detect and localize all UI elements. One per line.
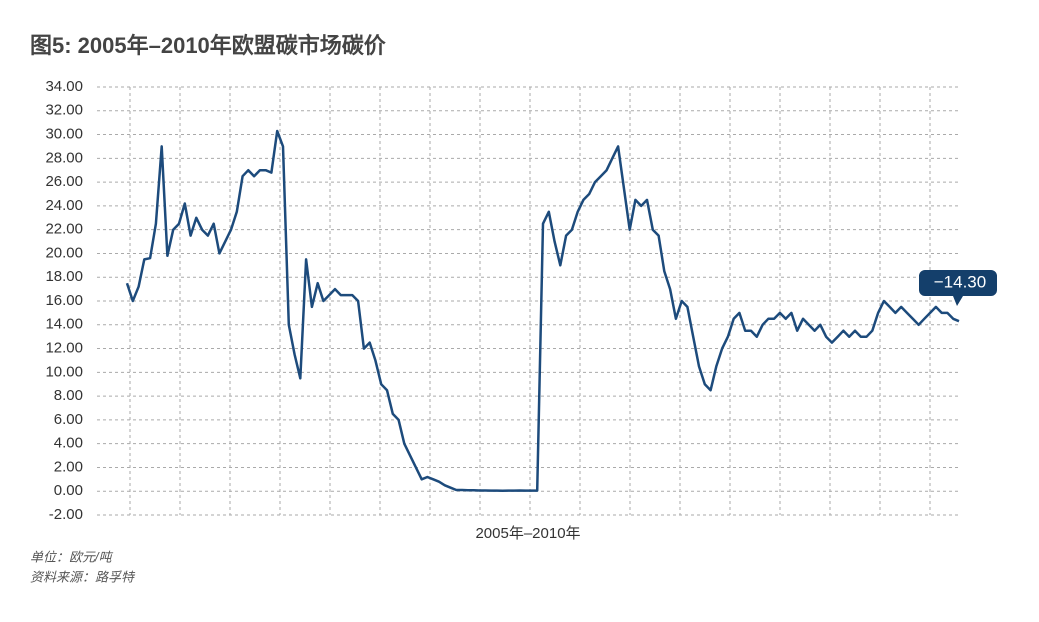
y-tick-label: 18.00 (45, 268, 83, 285)
y-tick-label: 16.00 (45, 292, 83, 309)
callout-box (919, 270, 997, 306)
chart-title: 图5: 2005年–2010年欧盟碳市场碳价 (30, 33, 387, 58)
y-tick-label: -2.00 (49, 506, 83, 523)
y-tick-label: 0.00 (54, 482, 83, 499)
y-tick-label: 26.00 (45, 173, 83, 190)
y-tick-label: 22.00 (45, 221, 83, 238)
y-tick-label: 6.00 (54, 411, 83, 428)
y-tick-label: 32.00 (45, 102, 83, 119)
y-tick-label: 20.00 (45, 244, 83, 261)
y-tick-label: 10.00 (45, 363, 83, 380)
y-tick-label: 34.00 (45, 78, 83, 95)
y-tick-label: 4.00 (54, 435, 83, 452)
y-tick-label: 8.00 (54, 387, 83, 404)
price-line (125, 129, 960, 492)
y-tick-label: 24.00 (45, 197, 83, 214)
y-tick-label: 2.00 (54, 458, 83, 475)
y-tick-label: 30.00 (45, 126, 83, 143)
y-tick-label: 12.00 (45, 340, 83, 357)
note: 单位：欧元/吨 (30, 549, 114, 564)
callout-label: −14.30 (934, 272, 986, 291)
y-tick-label: 14.00 (45, 316, 83, 333)
x-axis-label: 2005年–2010年 (475, 525, 580, 542)
y-tick-label: 28.00 (45, 149, 83, 166)
note: 资料来源：路孚特 (30, 569, 136, 584)
